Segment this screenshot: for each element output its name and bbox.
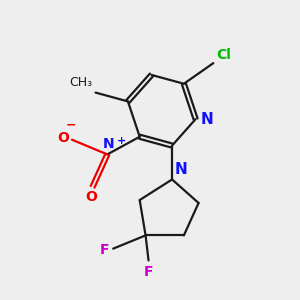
- Text: N: N: [174, 162, 187, 177]
- Text: F: F: [144, 265, 153, 279]
- Text: +: +: [117, 136, 126, 146]
- Text: N: N: [103, 137, 115, 152]
- Text: CH₃: CH₃: [69, 76, 92, 89]
- Text: F: F: [100, 243, 110, 257]
- Text: O: O: [85, 190, 97, 204]
- Text: N: N: [201, 112, 214, 127]
- Text: Cl: Cl: [216, 48, 231, 62]
- Text: −: −: [65, 118, 76, 131]
- Text: O: O: [57, 131, 69, 145]
